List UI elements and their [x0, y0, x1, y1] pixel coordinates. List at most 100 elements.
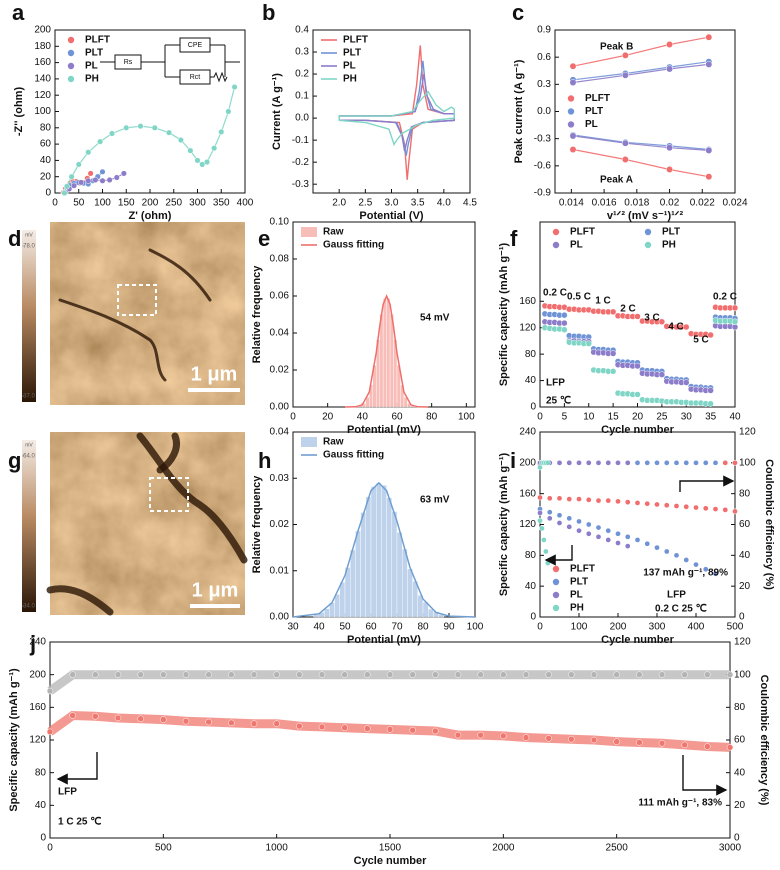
series-line	[572, 148, 709, 178]
data-point	[624, 499, 631, 505]
data-point	[231, 84, 238, 91]
x-tick-label: 60	[365, 622, 377, 633]
legend-label: PLFT	[570, 564, 595, 575]
y-tick-label: 0	[45, 188, 51, 199]
data-point	[712, 506, 719, 512]
data-point	[177, 136, 184, 144]
data-point	[114, 671, 122, 678]
data-point	[576, 459, 582, 466]
data-point	[108, 130, 116, 137]
y-tick-label: 40	[525, 581, 537, 592]
data-point	[205, 718, 212, 726]
data-point	[595, 524, 602, 531]
series-line	[572, 61, 709, 81]
hist-bar	[350, 549, 356, 618]
y-tick-label: 40	[525, 375, 537, 386]
annotation: LFP	[667, 590, 686, 601]
colorbar-tick-label: 78.0	[23, 244, 35, 250]
annotation: Peak B	[600, 42, 633, 53]
annotation: 2 C	[620, 304, 636, 315]
legend-label: Gauss fitting	[323, 450, 384, 461]
annotation: 111 mAh g⁻¹, 83%	[638, 798, 722, 809]
data-point	[693, 504, 699, 511]
data-point	[568, 735, 575, 743]
data-point	[621, 139, 629, 147]
y-tick-label: -0.9	[534, 188, 552, 199]
data-point	[634, 362, 641, 370]
data-point	[296, 722, 303, 730]
colorbar-tick-label: 37.0	[23, 394, 35, 400]
data-point	[123, 124, 130, 131]
data-point	[386, 726, 394, 733]
colorbar-unit: mV	[25, 442, 33, 448]
data-point	[654, 501, 660, 508]
data-point	[609, 368, 617, 375]
data-point	[561, 319, 568, 327]
data-point	[114, 714, 122, 722]
data-point	[731, 318, 739, 326]
data-point	[576, 496, 582, 502]
y-tick-label: 100	[34, 106, 51, 117]
data-point	[683, 379, 690, 386]
data-point	[500, 732, 507, 740]
legend-label: PL	[570, 240, 583, 251]
data-point	[566, 523, 573, 530]
data-point	[432, 727, 439, 735]
y2-axis-label: Coulombic efficiency (%)	[758, 675, 770, 806]
y-tick-label: 0.6	[537, 52, 551, 63]
data-point	[673, 503, 680, 509]
data-point	[63, 183, 70, 190]
data-point	[228, 719, 235, 727]
plot-frame	[312, 29, 471, 194]
y-tick-label: 160	[29, 702, 46, 713]
data-point	[318, 723, 326, 731]
afm-feature	[58, 298, 167, 382]
x-tick-label: 0	[537, 622, 543, 633]
data-point	[732, 508, 738, 515]
y-tick-label: 0.00	[270, 612, 290, 623]
data-point	[590, 671, 598, 678]
circuit-label: CPE	[188, 42, 203, 49]
x-tick-label: 100	[571, 622, 588, 633]
x-axis-label: Potential (mV)	[347, 634, 421, 646]
y-tick-label: 0.03	[270, 473, 290, 484]
data-point	[654, 459, 660, 466]
plot-frame	[554, 29, 736, 194]
circuit-label: Rct	[190, 74, 201, 81]
data-point	[712, 570, 719, 577]
legend-label: PH	[570, 603, 584, 614]
data-point	[522, 671, 530, 678]
panel-letter: j	[29, 631, 36, 656]
annotation: 1 C 25 ℃	[58, 817, 101, 828]
x-tick-label: 0.02	[660, 198, 680, 209]
fit-line	[292, 481, 476, 618]
x-tick-label: 0.014	[559, 198, 584, 209]
data-point	[566, 515, 573, 522]
data-point	[545, 735, 552, 742]
legend-label: PLFT	[585, 93, 610, 104]
data-point	[318, 671, 326, 678]
data-point	[707, 400, 714, 407]
x-axis-label: v¹ᐟ² (mV s⁻¹)¹ᐟ²	[607, 210, 684, 222]
x-tick-label: 100	[94, 198, 111, 209]
x-tick-label: 15	[608, 412, 620, 423]
data-point	[341, 671, 348, 678]
afm-image	[50, 432, 245, 615]
data-point	[605, 527, 612, 534]
annotation: LFP	[58, 787, 77, 798]
y2-tick-label: 0	[739, 612, 745, 623]
data-point	[605, 497, 612, 504]
hist-bar	[355, 530, 361, 618]
y2-tick-label: 40	[734, 767, 746, 778]
data-point	[704, 743, 711, 750]
x-tick-label: 2.5	[358, 198, 372, 209]
y-tick-label: 120	[519, 519, 536, 530]
y-tick-label: 0.06	[270, 291, 290, 302]
y2-tick-label: 60	[739, 519, 751, 530]
hist-bar	[412, 581, 419, 618]
x-tick-label: 0	[537, 412, 543, 423]
data-point	[341, 724, 348, 731]
x-tick-label: 150	[118, 198, 135, 209]
x-tick-label: 40	[313, 622, 325, 633]
